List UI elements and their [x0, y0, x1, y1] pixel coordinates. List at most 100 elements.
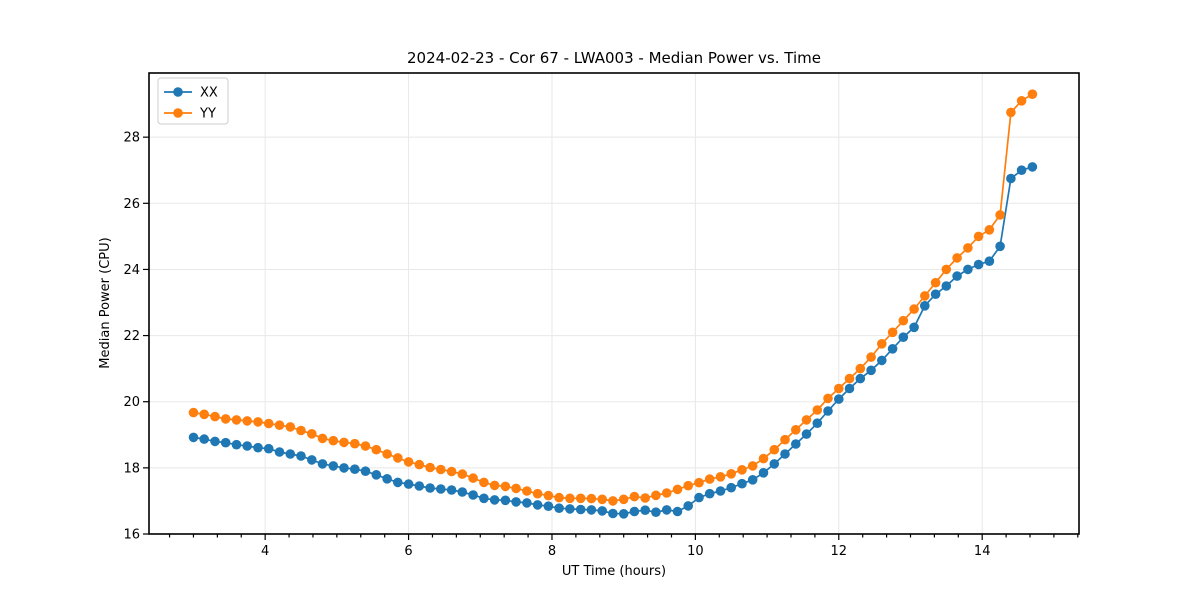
series-xx-marker	[446, 485, 457, 495]
series-yy-marker	[350, 438, 360, 449]
series-xx-marker	[747, 475, 758, 485]
series-yy-marker	[737, 465, 747, 475]
series-yy-marker	[500, 481, 511, 492]
series-xx-marker	[704, 488, 715, 499]
series-xx-marker	[715, 486, 726, 496]
series-xx-marker	[597, 506, 607, 516]
series-xx-marker	[500, 495, 511, 506]
series-yy-marker	[199, 409, 209, 420]
series-xx-marker	[457, 487, 468, 497]
series-xx-marker	[522, 498, 532, 508]
series-yy-marker	[651, 490, 661, 501]
series-yy-marker	[285, 422, 296, 432]
series-xx-marker	[618, 509, 629, 519]
series-xx-marker	[263, 443, 274, 454]
series-yy-marker	[511, 483, 521, 494]
series-xx-marker	[672, 506, 683, 517]
series-xx-marker	[468, 490, 478, 500]
series-yy-marker	[661, 488, 672, 498]
plot-border	[148, 72, 1080, 535]
series-xx-marker	[898, 332, 909, 343]
series-xx-marker	[823, 406, 833, 416]
legend-item-yy: YY	[164, 107, 216, 122]
series-yy-marker	[855, 363, 866, 374]
series-xx-marker	[866, 365, 876, 376]
series-yy-marker	[995, 210, 1005, 220]
series-xx-marker	[317, 459, 328, 469]
series-yy-marker	[941, 264, 952, 275]
series-xx-marker	[640, 505, 650, 515]
series-xx-marker	[651, 507, 661, 517]
series-yy-marker	[834, 383, 844, 394]
series-xx-marker	[479, 493, 489, 504]
series-yy-marker	[877, 339, 887, 349]
series-yy-marker	[866, 352, 876, 362]
series-yy-marker	[446, 466, 457, 477]
series-xx-marker	[242, 441, 252, 451]
series-yy-marker	[522, 486, 532, 496]
series-yy-marker	[844, 373, 855, 384]
series-xx	[188, 162, 1038, 519]
series-yy-marker	[436, 464, 446, 475]
series-yy-marker	[780, 434, 790, 445]
series-yy-marker	[575, 493, 586, 504]
series-yy-marker	[952, 253, 962, 263]
series-yy-marker	[554, 492, 564, 503]
series-xx-marker	[995, 241, 1005, 252]
series-yy-marker	[726, 469, 736, 479]
series-yy-marker	[489, 480, 500, 491]
series-xx-marker	[231, 439, 242, 450]
legend-label-xx: XX	[200, 86, 218, 101]
series-xx-marker	[296, 451, 306, 461]
y-tick-label: 28	[123, 131, 140, 146]
series-xx-marker	[769, 459, 780, 469]
series-xx-marker	[834, 394, 844, 404]
series-xx-marker	[683, 501, 693, 511]
series-yy-marker	[242, 416, 252, 426]
series-yy-marker	[898, 315, 909, 326]
series-yy-marker	[640, 493, 650, 503]
series-yy-marker	[1006, 107, 1016, 118]
x-tick-label: 10	[687, 544, 704, 559]
legend: XX YY	[157, 77, 229, 125]
series-yy-marker	[694, 477, 704, 488]
series-yy-marker	[543, 490, 554, 501]
legend-marker-yy	[173, 108, 183, 118]
series-xx-marker	[307, 455, 317, 465]
series-yy-marker	[672, 484, 683, 495]
series-xx-marker	[511, 497, 521, 507]
series-yy-marker	[393, 453, 403, 463]
series-xx-marker	[941, 281, 952, 291]
chart-title: 2024-02-23 - Cor 67 - LWA003 - Median Po…	[407, 49, 821, 67]
series-xx-marker	[274, 447, 285, 457]
series-yy-marker	[930, 277, 941, 288]
series-yy-marker	[973, 231, 984, 242]
series-yy-marker	[307, 429, 317, 439]
series-xx-marker	[425, 483, 435, 493]
series-xx-marker	[1006, 173, 1016, 184]
series-xx-marker	[220, 437, 231, 448]
series-yy	[188, 89, 1038, 506]
legend-item-xx: XX	[164, 86, 218, 101]
series-yy-marker	[801, 415, 812, 425]
series-xx-marker	[489, 495, 500, 505]
series-yy-marker	[769, 444, 780, 455]
series-xx-marker	[844, 383, 855, 394]
series-xx-marker	[791, 439, 801, 449]
y-tick-label: 18	[123, 461, 140, 476]
series-xx-marker	[371, 470, 382, 480]
series-yy-marker	[909, 304, 919, 314]
series-xx-marker	[575, 504, 586, 515]
tick-labels: 4 6 8 10 12 14 16 18 20 22 24 26 28	[123, 131, 990, 559]
series-xx-marker	[360, 466, 371, 477]
y-tick-label: 20	[123, 395, 140, 410]
series-yy-marker	[210, 411, 220, 422]
series-yy-marker	[618, 494, 629, 505]
x-tick-label: 14	[974, 544, 991, 559]
series-yy-marker	[823, 393, 833, 404]
series-yy-marker	[263, 418, 274, 429]
series-yy-marker	[597, 494, 607, 505]
series-yy-marker	[328, 435, 339, 446]
data-series	[188, 89, 1038, 519]
